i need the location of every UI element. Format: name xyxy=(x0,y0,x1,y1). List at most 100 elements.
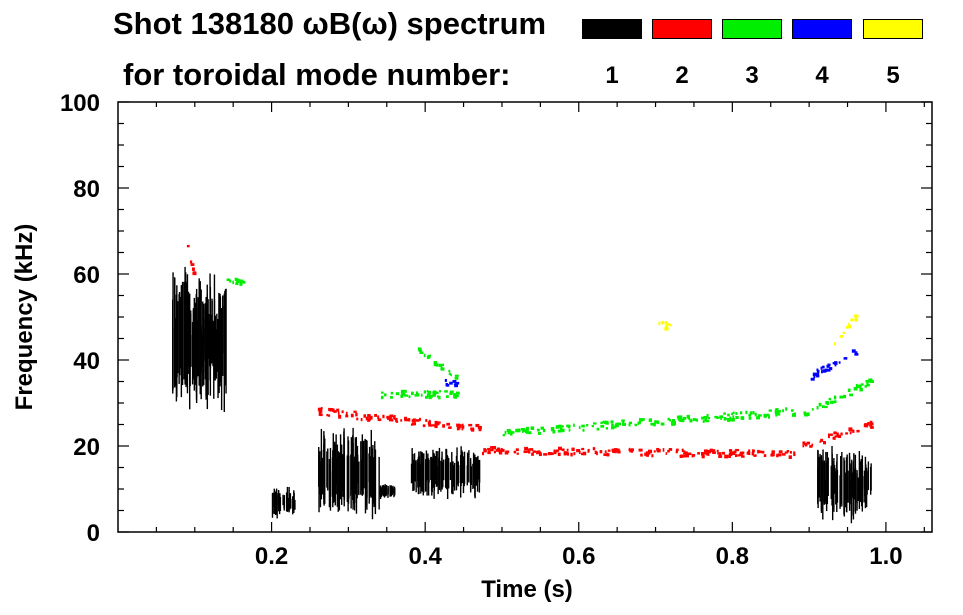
mode-1-streak xyxy=(830,465,832,500)
mode-1-streak xyxy=(200,332,202,355)
x-tick-label: 0.2 xyxy=(255,543,288,570)
mode-2-point xyxy=(553,449,557,453)
mode-3-point xyxy=(440,367,445,371)
mode-1-streak xyxy=(189,330,191,372)
mode-3-point xyxy=(438,395,441,400)
mode-3-point xyxy=(610,420,614,424)
mode-2-point xyxy=(326,413,329,417)
mode-2-point xyxy=(852,429,855,433)
mode-4-point xyxy=(817,369,820,374)
mode-3-point xyxy=(438,390,442,393)
chart-subtitle: for toroidal mode number: xyxy=(123,57,511,92)
mode-2-point xyxy=(869,422,874,426)
mode-3-point xyxy=(433,361,438,364)
mode-3-point xyxy=(749,411,753,415)
mode-1-streak xyxy=(216,313,218,372)
mode-1-streak xyxy=(323,446,326,491)
mode-3-point xyxy=(454,376,459,380)
mode-2-point xyxy=(781,453,786,456)
mode-2-point xyxy=(377,415,380,419)
mode-3-point xyxy=(585,424,589,427)
mode-2-point xyxy=(413,421,416,424)
mode-4-point xyxy=(826,364,830,368)
mode-1-streak xyxy=(852,461,855,520)
mode-1-streak xyxy=(204,318,206,362)
mode-1-streak xyxy=(275,489,278,513)
mode-5-point xyxy=(850,318,854,322)
mode-2-point xyxy=(707,449,712,454)
mode-3-point xyxy=(660,422,665,426)
mode-2-point xyxy=(706,452,709,456)
mode-3-point xyxy=(449,392,453,396)
mode-3-point xyxy=(766,413,770,417)
mode-2-point xyxy=(753,454,757,457)
mode-2-point xyxy=(500,448,503,452)
mode-4-point xyxy=(834,364,837,367)
mode-3-point xyxy=(401,392,403,396)
mode-2-point xyxy=(490,448,494,452)
mode-1-streak xyxy=(223,306,226,365)
mode-3-point xyxy=(844,395,846,399)
mode-2-point xyxy=(363,414,367,418)
mode-1-streak xyxy=(179,296,181,369)
mode-1-streak xyxy=(442,461,444,488)
mode-3-point xyxy=(389,396,393,399)
mode-3-point xyxy=(807,412,810,416)
mode-1-streak xyxy=(336,444,339,507)
mode-3-point xyxy=(775,413,778,417)
mode-1-streak xyxy=(864,456,867,509)
mode-2-point xyxy=(477,425,482,430)
x-tick-label: 0.4 xyxy=(408,543,442,570)
mode-2-point xyxy=(483,449,487,453)
mode-3-point xyxy=(582,428,585,432)
mode-2-point xyxy=(834,435,838,438)
mode-1-streak xyxy=(861,473,863,507)
mode-1-streak xyxy=(211,301,213,354)
mode-1-streak xyxy=(854,454,857,512)
mode-1-streak xyxy=(333,453,335,488)
mode-3-point xyxy=(782,409,785,413)
mode-1-streak xyxy=(335,457,338,485)
legend-label-mode-5: 5 xyxy=(886,62,900,89)
mode-3-point xyxy=(239,282,243,286)
mode-1-streak xyxy=(222,305,224,354)
mode-2-point xyxy=(557,449,560,452)
mode-3-point xyxy=(641,418,645,421)
mode-1-streak xyxy=(472,452,475,480)
mode-3-point xyxy=(768,415,770,419)
mode-3-point xyxy=(226,278,231,282)
mode-2-point xyxy=(553,451,557,455)
x-tick-label: 0.8 xyxy=(716,543,749,570)
mode-1-streak xyxy=(368,453,370,504)
mode-2-point xyxy=(374,413,377,417)
mode-2-point xyxy=(435,422,440,426)
mode-2-point xyxy=(759,450,762,454)
mode-1-streak xyxy=(434,455,437,485)
mode-2-point xyxy=(411,419,414,423)
mode-2-point xyxy=(613,448,618,451)
mode-2-point xyxy=(667,449,670,453)
mode-3-point xyxy=(791,413,796,417)
mode-1-streak xyxy=(841,451,843,507)
mode-2-point xyxy=(611,449,616,453)
mode-2-point xyxy=(607,449,611,452)
mode-1-streak xyxy=(391,487,393,495)
mode-3-point xyxy=(448,372,451,376)
mode-1-streak xyxy=(198,278,200,386)
mode-3-point xyxy=(435,363,438,367)
mode-2-point xyxy=(395,418,398,422)
mode-2-point xyxy=(777,453,782,457)
mode-2-point xyxy=(571,447,575,451)
mode-3-point xyxy=(561,425,564,428)
mode-3-point xyxy=(434,391,439,395)
mode-2-point xyxy=(495,448,500,452)
mode-1-streak xyxy=(346,455,349,502)
mode-4-point xyxy=(843,357,848,360)
mode-2-point xyxy=(561,448,565,452)
mode-2-point xyxy=(566,448,569,452)
mode-3-point xyxy=(628,423,631,427)
mode-1-streak xyxy=(415,460,417,493)
mode-3-point xyxy=(573,423,575,427)
mode-1-streak xyxy=(823,460,826,505)
mode-3-point xyxy=(423,353,426,358)
